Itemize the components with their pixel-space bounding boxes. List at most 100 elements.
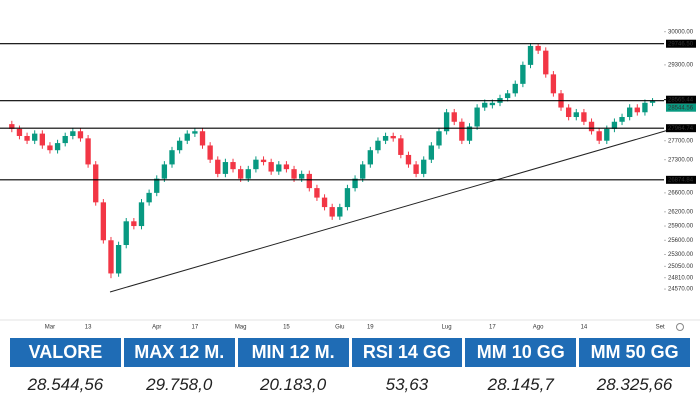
candle-body bbox=[421, 159, 427, 174]
candle-body bbox=[108, 240, 114, 274]
summary-table: VALORE MAX 12 M. MIN 12 M. RSI 14 GG MM 10 G… bbox=[10, 338, 690, 400]
y-tick-label: 24570.00 bbox=[668, 287, 694, 293]
candle-body bbox=[54, 143, 61, 151]
level-label: 28544.56 bbox=[668, 105, 694, 111]
candle-body bbox=[482, 102, 488, 108]
candle-body bbox=[398, 138, 404, 155]
x-tick-label: Ago bbox=[533, 325, 544, 331]
candle-body bbox=[459, 121, 465, 141]
candle-body bbox=[405, 154, 412, 165]
y-tick-label: 24810.00 bbox=[668, 275, 694, 281]
candle-body bbox=[375, 140, 381, 151]
candle-body bbox=[161, 164, 168, 179]
x-tick-label: Mag bbox=[235, 325, 247, 331]
candle-body bbox=[642, 102, 648, 113]
candle-body bbox=[154, 178, 160, 193]
candle-body bbox=[535, 45, 541, 51]
table-header: RSI 14 GG bbox=[351, 338, 463, 367]
level-label-box bbox=[666, 39, 696, 48]
candle-body bbox=[192, 131, 198, 134]
table-cell: 20.183,0 bbox=[237, 370, 349, 400]
candle-body bbox=[253, 159, 259, 170]
candle-body bbox=[100, 202, 107, 241]
candle-body bbox=[85, 138, 91, 165]
candle-body bbox=[627, 107, 633, 118]
candle-body bbox=[146, 192, 152, 203]
candle-body bbox=[611, 121, 618, 129]
candle-body bbox=[291, 169, 297, 179]
candle-body bbox=[489, 102, 496, 106]
candle-body bbox=[16, 128, 23, 136]
candle-body bbox=[299, 173, 305, 179]
candle-body bbox=[115, 245, 122, 274]
candle-body bbox=[604, 128, 610, 141]
x-tick-label: 17 bbox=[192, 325, 199, 331]
trend-line bbox=[109, 128, 673, 293]
x-tick-label: Lug bbox=[442, 325, 452, 331]
y-tick-label: 26200.00 bbox=[668, 209, 694, 215]
candle-body bbox=[588, 121, 595, 132]
candle-body bbox=[619, 117, 625, 122]
candle-body bbox=[352, 178, 358, 189]
x-tick-label: Set bbox=[656, 325, 665, 331]
candle-body bbox=[9, 124, 15, 129]
level-label-box bbox=[666, 103, 696, 112]
x-tick-label: 15 bbox=[283, 325, 290, 331]
x-tick-label: Mar bbox=[45, 325, 55, 331]
candle-body bbox=[123, 221, 129, 246]
candle-body bbox=[32, 133, 38, 141]
candle-body bbox=[276, 164, 282, 172]
candle-body bbox=[329, 207, 335, 217]
x-tick-label: 13 bbox=[85, 325, 92, 331]
candle-body bbox=[520, 64, 526, 84]
candle-body bbox=[504, 93, 511, 99]
candle-body bbox=[268, 162, 274, 172]
candle-body bbox=[512, 83, 518, 94]
candle-body bbox=[596, 131, 602, 141]
level-label: 29746.50 bbox=[668, 41, 694, 47]
table-cell: 28.325,66 bbox=[579, 370, 690, 400]
y-tick-label: 25600.00 bbox=[668, 238, 694, 244]
level-label-box bbox=[666, 124, 696, 133]
level-label: 28565.44 bbox=[668, 97, 694, 103]
candle-body bbox=[260, 159, 267, 163]
candle-body bbox=[245, 169, 251, 179]
candle-body bbox=[70, 131, 76, 136]
candle-body bbox=[184, 133, 190, 141]
table-header: VALORE bbox=[10, 338, 121, 367]
y-tick-label: 27300.00 bbox=[668, 157, 694, 163]
candle-body bbox=[474, 107, 480, 127]
chart: 30000.00 29300.00 27700.00 27300.00 26600.00… bbox=[0, 29, 700, 331]
y-tick-label: 27700.00 bbox=[668, 138, 694, 144]
candle-body bbox=[436, 131, 442, 146]
candle-body bbox=[39, 133, 45, 146]
candle-body bbox=[581, 112, 587, 122]
candle-body bbox=[47, 145, 53, 151]
candle-body bbox=[649, 100, 656, 103]
table-cell: 29.758,0 bbox=[123, 370, 235, 400]
candle-body bbox=[237, 169, 244, 179]
x-tick-label: Giu bbox=[335, 325, 344, 331]
candle-body bbox=[443, 112, 450, 132]
candle-body bbox=[344, 188, 351, 208]
candle-body bbox=[77, 131, 84, 139]
x-tick-label: Apr bbox=[152, 325, 161, 331]
candle-body bbox=[550, 74, 557, 94]
candle-body bbox=[321, 197, 328, 208]
table-cell: 53,63 bbox=[351, 370, 463, 400]
level-label-box bbox=[666, 175, 696, 184]
candle-body bbox=[230, 162, 236, 170]
candle-body bbox=[382, 135, 389, 141]
candle-body bbox=[131, 221, 137, 227]
candle-body bbox=[390, 135, 396, 139]
table-header: MM 10 GG bbox=[465, 338, 577, 367]
y-tick-label: 26600.00 bbox=[668, 190, 694, 196]
x-tick-label: 19 bbox=[367, 325, 374, 331]
candle-body bbox=[176, 140, 183, 151]
table-header: MAX 12 M. bbox=[123, 338, 235, 367]
candle-body bbox=[337, 207, 343, 217]
table-cell: 28.544,56 bbox=[10, 370, 121, 400]
y-tick-label: 29300.00 bbox=[668, 62, 694, 68]
y-tick-label: 30000.00 bbox=[668, 29, 694, 35]
candle-body bbox=[215, 159, 221, 174]
